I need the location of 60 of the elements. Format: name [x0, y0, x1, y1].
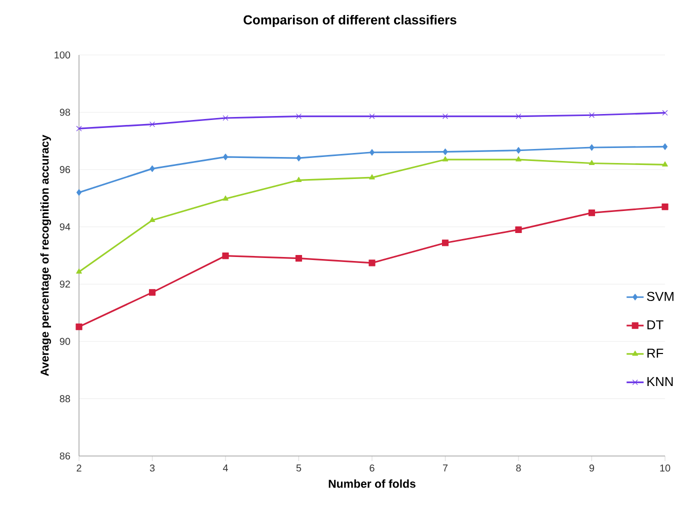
- point: [662, 110, 668, 116]
- point: [442, 114, 448, 120]
- x-tick-label: 3: [150, 464, 155, 472]
- x-tick-label: 5: [296, 464, 302, 472]
- y-axis-title: Average percentage of recognition accuracy: [40, 134, 52, 376]
- x-tick-label: 7: [443, 464, 448, 472]
- x-tick-label: 6: [370, 464, 374, 472]
- point: [588, 210, 596, 216]
- point: [76, 324, 82, 330]
- x-tick-label: 8: [516, 464, 521, 472]
- point: [368, 260, 376, 266]
- point: [516, 114, 522, 120]
- point: [662, 203, 668, 210]
- legend-label: RF: [647, 348, 664, 358]
- point: [222, 195, 228, 201]
- point: [588, 160, 595, 166]
- point: [222, 252, 229, 260]
- x-tick-label: 9: [589, 464, 594, 472]
- point: [76, 189, 82, 196]
- point: [76, 126, 82, 132]
- y-tick-label: 94: [60, 223, 70, 230]
- x-tick-label: 10: [660, 464, 670, 472]
- y-tick-label: 96: [60, 166, 70, 174]
- point: [296, 114, 302, 120]
- chart-title: Comparison of different classifiers: [244, 14, 456, 28]
- y-tick-label: 88: [60, 395, 70, 402]
- point: [589, 144, 594, 151]
- point: [442, 156, 448, 162]
- point: [369, 149, 375, 156]
- point: [76, 268, 82, 274]
- point: [442, 148, 448, 156]
- legend-label: KNN: [647, 377, 673, 386]
- x-axis-title: Number of folds: [328, 479, 416, 488]
- point: [369, 114, 375, 120]
- point: [148, 289, 156, 296]
- y-tick-label: 86: [60, 452, 70, 460]
- point: [515, 226, 522, 234]
- point: [149, 122, 156, 128]
- point: [516, 147, 522, 154]
- point: [369, 174, 375, 180]
- point: [222, 154, 228, 160]
- point: [442, 240, 449, 246]
- point: [296, 176, 302, 182]
- point: [222, 115, 228, 121]
- point: [662, 161, 668, 166]
- legend-label: DT: [647, 320, 664, 330]
- point: [149, 216, 156, 222]
- y-tick-label: 100: [54, 51, 70, 59]
- y-tick-label: 92: [60, 280, 70, 288]
- legend-label: SVM: [647, 292, 674, 302]
- point: [662, 143, 668, 150]
- x-tick-label: 2: [76, 464, 82, 472]
- y-tick-label: 98: [60, 108, 70, 116]
- y-tick-label: 90: [60, 338, 70, 345]
- point: [295, 255, 302, 262]
- x-tick-label: 4: [222, 464, 228, 472]
- point: [296, 154, 302, 162]
- point: [150, 165, 155, 172]
- point: [516, 156, 522, 162]
- point: [588, 112, 595, 118]
